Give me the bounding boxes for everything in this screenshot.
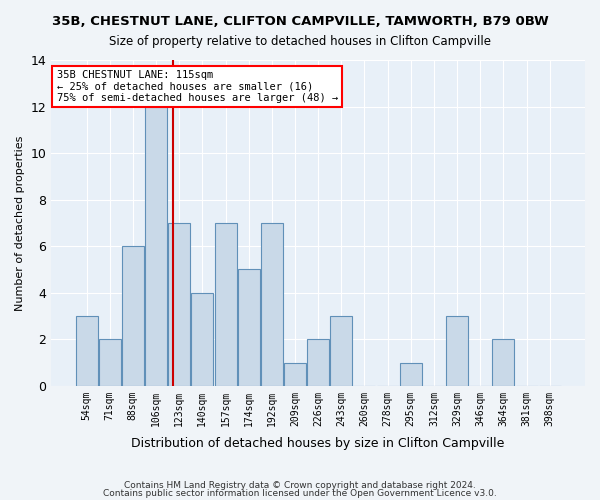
Y-axis label: Number of detached properties: Number of detached properties (15, 135, 25, 310)
Bar (446, 316, 468, 386)
Text: 35B, CHESTNUT LANE, CLIFTON CAMPVILLE, TAMWORTH, B79 0BW: 35B, CHESTNUT LANE, CLIFTON CAMPVILLE, T… (52, 15, 548, 28)
Bar (122, 246, 144, 386)
Bar (331, 316, 352, 386)
Text: Contains HM Land Registry data © Crown copyright and database right 2024.: Contains HM Land Registry data © Crown c… (124, 481, 476, 490)
Bar (284, 362, 306, 386)
Bar (493, 339, 514, 386)
Bar (191, 292, 214, 386)
Bar (238, 270, 260, 386)
X-axis label: Distribution of detached houses by size in Clifton Campville: Distribution of detached houses by size … (131, 437, 505, 450)
Bar (400, 362, 422, 386)
Bar (261, 223, 283, 386)
Bar (215, 223, 236, 386)
Text: Size of property relative to detached houses in Clifton Campville: Size of property relative to detached ho… (109, 35, 491, 48)
Bar (307, 339, 329, 386)
Bar (168, 223, 190, 386)
Bar (145, 106, 167, 386)
Bar (99, 339, 121, 386)
Bar (76, 316, 98, 386)
Text: Contains public sector information licensed under the Open Government Licence v3: Contains public sector information licen… (103, 488, 497, 498)
Text: 35B CHESTNUT LANE: 115sqm
← 25% of detached houses are smaller (16)
75% of semi-: 35B CHESTNUT LANE: 115sqm ← 25% of detac… (56, 70, 338, 103)
